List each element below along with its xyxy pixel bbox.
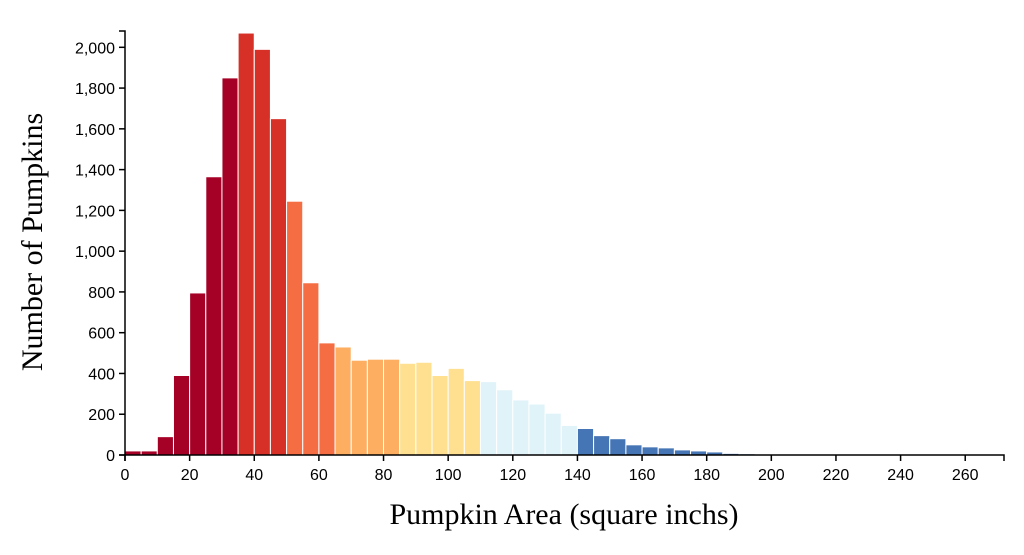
bar-14	[350, 359, 368, 456]
bar-21	[463, 380, 481, 456]
bar-32	[641, 446, 659, 456]
bar-2	[156, 436, 174, 456]
bar-8	[253, 48, 271, 456]
y-tick-label-7: 1,400	[75, 163, 115, 180]
bar-33	[657, 447, 675, 456]
bar-16	[383, 358, 401, 456]
x-tick-label-11: 220	[823, 467, 850, 484]
x-tick-label-4: 80	[375, 467, 393, 484]
bar-7	[237, 32, 255, 456]
bar-28	[576, 428, 595, 456]
y-tick-label-8: 1,600	[75, 122, 115, 139]
bar-15	[366, 358, 385, 456]
bar-6	[221, 77, 239, 456]
bar-22	[479, 381, 498, 456]
bar-17	[399, 362, 417, 456]
bar-34	[673, 449, 692, 456]
x-tick-label-13: 260	[952, 467, 979, 484]
bar-31	[625, 444, 643, 456]
x-axis-title: Pumpkin Area (square inchs)	[389, 498, 738, 531]
bar-19	[431, 375, 449, 456]
y-tick-label-3: 600	[88, 326, 115, 343]
y-axis: 0 200 400 600 800 1,000 1,200 1,400 1,600 1,800 2,…	[75, 30, 126, 465]
y-tick-label-6: 1,200	[75, 203, 115, 220]
bar-11	[302, 282, 320, 456]
x-tick-label-8: 160	[629, 467, 656, 484]
x-tick-label-1: 20	[181, 467, 199, 484]
x-tick-label-2: 40	[245, 467, 263, 484]
bars-group	[124, 32, 999, 456]
bar-20	[447, 367, 465, 456]
bar-4	[189, 292, 207, 456]
x-tick-label-3: 60	[310, 467, 328, 484]
y-tick-label-2: 400	[88, 366, 115, 383]
bar-29	[593, 435, 611, 456]
bar-3	[172, 375, 191, 456]
y-axis-title: Number of Pumpkins	[16, 113, 49, 371]
x-tick-label-6: 120	[499, 467, 526, 484]
y-tick-label-10: 2,000	[75, 40, 115, 57]
bar-12	[318, 342, 336, 456]
x-tick-label-12: 240	[887, 467, 914, 484]
y-tick-label-4: 800	[88, 285, 115, 302]
y-tick-label-0: 0	[106, 448, 115, 465]
bar-9	[269, 118, 288, 456]
x-axis-line	[124, 454, 1005, 461]
bar-18	[415, 361, 433, 456]
bar-26	[544, 412, 562, 456]
y-tick-label-9: 1,800	[75, 81, 115, 98]
x-tick-label-5: 100	[435, 467, 462, 484]
bar-30	[609, 438, 627, 456]
bar-23	[496, 389, 514, 456]
x-axis: 0 20 40 60 80 100 120 140 160 180 200 220 240 260	[121, 454, 1005, 484]
x-tick-label-0: 0	[121, 467, 130, 484]
x-tick-label-9: 180	[693, 467, 720, 484]
bar-27	[560, 424, 578, 456]
bar-13	[334, 346, 352, 456]
bar-10	[286, 200, 304, 456]
x-tick-label-7: 140	[564, 467, 591, 484]
bar-25	[528, 403, 546, 456]
x-tick-label-10: 200	[758, 467, 785, 484]
y-axis-line	[119, 30, 126, 456]
y-tick-label-5: 1,000	[75, 244, 115, 261]
y-tick-label-1: 200	[88, 407, 115, 424]
bar-24	[512, 399, 530, 456]
bar-5	[205, 176, 223, 456]
